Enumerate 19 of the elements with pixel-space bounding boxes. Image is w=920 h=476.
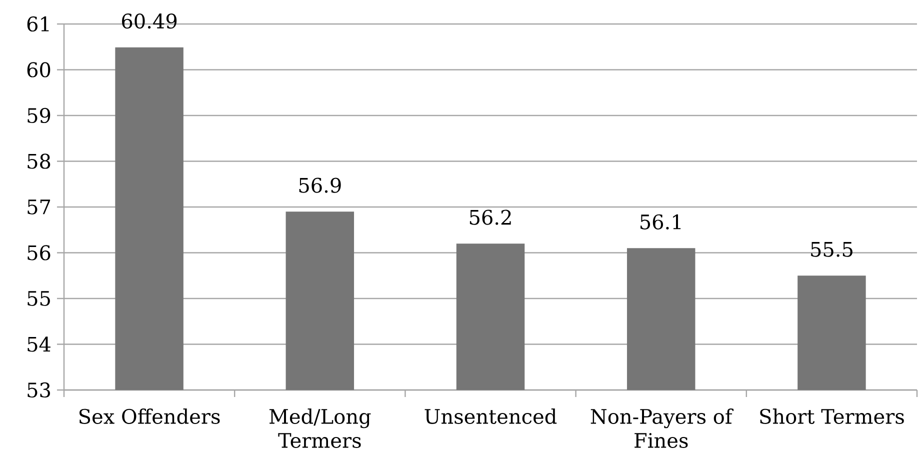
data-label: 55.5 bbox=[811, 242, 852, 257]
y-tick-label: 57 bbox=[28, 200, 50, 214]
x-tick-label: Unsentenced bbox=[424, 408, 557, 424]
y-tick-label: 58 bbox=[28, 154, 50, 169]
y-tick-label: 60 bbox=[27, 62, 50, 78]
y-tick-label: 59 bbox=[28, 108, 50, 124]
data-label: 56.1 bbox=[640, 214, 681, 230]
data-label: 60.49 bbox=[122, 13, 177, 29]
data-label: 56.2 bbox=[470, 210, 511, 225]
x-tick-label: Non-Payers of Fines bbox=[590, 408, 734, 448]
data-label: 56.9 bbox=[299, 178, 341, 193]
y-tick-label: 53 bbox=[28, 382, 50, 398]
x-tick-label: Sex Offenders bbox=[80, 408, 220, 424]
y-tick-label: 55 bbox=[28, 291, 50, 306]
y-tick-label: 56 bbox=[28, 245, 50, 260]
y-tick-label: 61 bbox=[27, 16, 49, 32]
x-tick-label: Med/Long Termers bbox=[269, 408, 371, 448]
x-tick-label: Short Termers bbox=[760, 408, 904, 424]
y-tick-label: 54 bbox=[28, 336, 50, 352]
